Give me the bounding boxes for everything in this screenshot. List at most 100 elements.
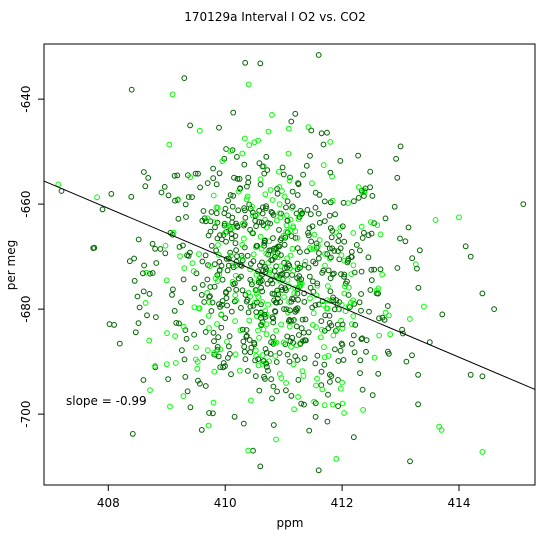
data-point	[206, 325, 212, 331]
data-point	[269, 112, 275, 118]
data-point	[170, 229, 177, 236]
data-point	[234, 175, 241, 182]
data-point	[128, 193, 135, 200]
data-point	[281, 294, 288, 300]
data-point	[226, 343, 232, 350]
data-point	[269, 395, 275, 402]
x-tick-label: 412	[331, 496, 354, 510]
data-point	[361, 189, 368, 195]
data-point	[281, 306, 287, 313]
data-point	[202, 252, 209, 259]
data-point	[289, 245, 296, 252]
data-point	[232, 233, 239, 239]
data-point	[187, 404, 194, 411]
data-point	[248, 344, 255, 351]
data-point	[266, 269, 273, 276]
data-point	[131, 255, 138, 262]
data-point	[491, 306, 498, 313]
data-point	[235, 207, 242, 214]
data-point	[202, 329, 209, 335]
data-point	[287, 265, 293, 272]
data-point	[270, 235, 276, 242]
data-point	[232, 292, 239, 299]
data-point	[257, 278, 264, 285]
data-point	[274, 190, 281, 197]
data-point	[303, 337, 309, 344]
data-point	[292, 110, 299, 117]
data-point	[263, 331, 270, 338]
data-point	[292, 308, 299, 315]
data-point	[326, 212, 333, 219]
data-point	[261, 170, 268, 177]
data-point	[296, 332, 302, 338]
data-point	[335, 248, 341, 255]
data-point	[284, 217, 291, 224]
data-point	[295, 377, 302, 383]
data-point	[326, 312, 333, 319]
data-point	[217, 346, 224, 353]
data-point	[253, 347, 259, 354]
data-point	[216, 301, 222, 308]
data-point	[325, 283, 331, 289]
data-point	[227, 148, 234, 154]
data-point	[273, 436, 279, 443]
x-tick-label: 414	[448, 496, 471, 510]
data-point	[394, 174, 401, 181]
data-point	[307, 295, 313, 302]
data-point	[351, 198, 357, 205]
data-point	[324, 418, 331, 425]
data-point	[189, 194, 195, 201]
data-point	[90, 245, 97, 252]
data-point	[366, 308, 372, 315]
data-point	[221, 210, 228, 217]
data-point	[249, 203, 255, 210]
y-tick-label: -680	[19, 296, 33, 323]
data-point	[283, 380, 290, 386]
data-point	[335, 238, 342, 245]
data-point	[239, 254, 246, 261]
data-point	[306, 273, 313, 280]
data-point	[149, 270, 156, 276]
data-point	[216, 267, 223, 274]
data-point	[289, 295, 296, 302]
data-point	[314, 352, 321, 359]
data-point	[232, 351, 239, 358]
data-point	[403, 358, 410, 365]
data-point	[283, 306, 290, 313]
data-point	[204, 276, 211, 283]
data-point	[233, 286, 240, 293]
data-point	[307, 284, 314, 291]
data-point	[479, 290, 486, 297]
data-point	[252, 373, 259, 380]
data-point	[193, 344, 199, 351]
data-point	[379, 271, 386, 278]
data-point	[181, 356, 188, 363]
data-point	[308, 238, 315, 245]
data-point	[267, 351, 274, 357]
data-point	[215, 242, 221, 248]
data-point	[394, 265, 401, 271]
data-point	[360, 407, 367, 413]
data-point	[108, 191, 115, 197]
data-point	[359, 335, 366, 342]
data-point	[140, 288, 147, 295]
data-point	[337, 158, 344, 164]
data-point	[382, 215, 389, 222]
data-point	[367, 168, 374, 175]
data-point	[169, 91, 176, 98]
data-point	[219, 158, 226, 165]
data-point	[355, 184, 362, 191]
data-point	[310, 288, 317, 295]
data-point	[352, 322, 359, 328]
data-point	[183, 214, 189, 220]
data-point	[280, 339, 287, 346]
data-point	[253, 309, 260, 316]
data-point	[283, 387, 289, 394]
data-point	[328, 234, 335, 241]
data-point	[311, 231, 318, 238]
data-point	[407, 316, 413, 322]
data-point	[415, 371, 422, 378]
data-point	[279, 188, 285, 194]
data-point	[147, 270, 153, 277]
data-point	[308, 127, 315, 134]
